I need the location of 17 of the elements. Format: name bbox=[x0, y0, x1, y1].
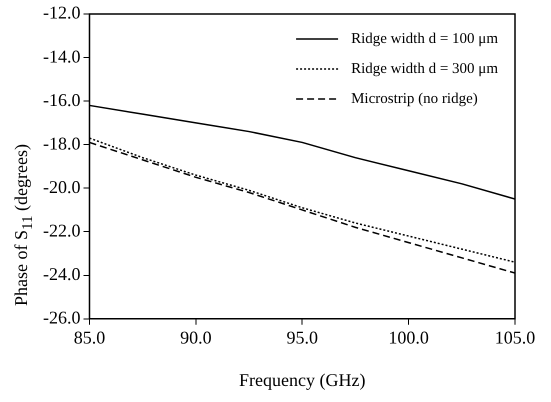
y-tick-label: -14.0 bbox=[42, 46, 80, 66]
x-axis-title: Frequency (GHz) bbox=[239, 370, 366, 390]
y-tick-label: -24.0 bbox=[42, 264, 80, 284]
y-tick-label: -18.0 bbox=[42, 133, 80, 154]
x-tick-label: 90.0 bbox=[180, 327, 212, 348]
y-tick-label: -22.0 bbox=[42, 220, 80, 240]
x-tick-label: 100.0 bbox=[388, 327, 429, 348]
y-tick-label: -26.0 bbox=[42, 308, 80, 328]
legend-label: Ridge width d = 300 μm bbox=[351, 60, 498, 77]
legend-label: Microstrip (no ridge) bbox=[351, 90, 478, 107]
y-tick-label: -16.0 bbox=[42, 90, 80, 110]
x-tick-label: 105.0 bbox=[494, 327, 536, 348]
x-tick-label: 85.0 bbox=[74, 327, 106, 348]
y-tick-label: -12.0 bbox=[42, 2, 80, 23]
y-tick-label: -20.0 bbox=[42, 176, 80, 197]
legend-label: Ridge width d = 100 μm bbox=[351, 30, 498, 47]
x-tick-label: 95.0 bbox=[286, 327, 318, 348]
